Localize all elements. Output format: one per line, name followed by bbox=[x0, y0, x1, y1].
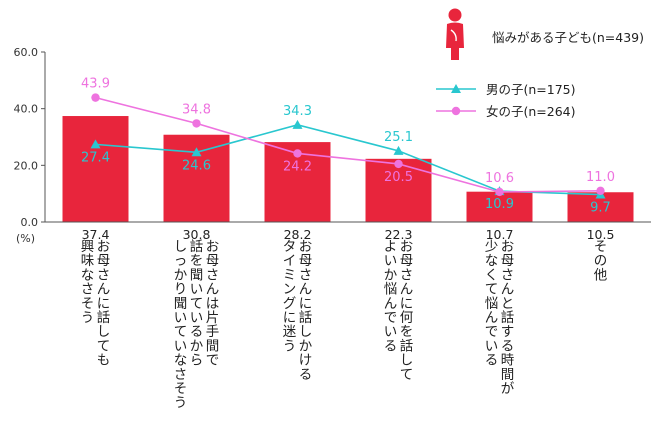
legend-label-bar: 悩みがある子ども(n=439) bbox=[492, 30, 644, 45]
girl-data-label: 24.2 bbox=[283, 159, 312, 174]
girl-marker-4 bbox=[394, 159, 403, 169]
bar-4 bbox=[365, 158, 432, 222]
child-icon bbox=[446, 8, 464, 60]
child-icon-head bbox=[448, 8, 462, 22]
girl-marker-3 bbox=[293, 149, 302, 158]
category-text: 興味なさそう bbox=[81, 239, 95, 326]
boy-data-label: 34.3 bbox=[283, 104, 312, 119]
bar-value-label: 37.4 bbox=[82, 227, 110, 242]
legend-marker-girl bbox=[451, 106, 461, 116]
boy-data-label: 27.4 bbox=[81, 150, 110, 165]
category-text: タイミングに迷う bbox=[283, 239, 297, 354]
bar-5 bbox=[466, 191, 533, 222]
category-text: しっかり聞いていなさそう bbox=[174, 239, 188, 411]
girl-data-label: 43.9 bbox=[81, 77, 110, 92]
legend-marker-boy bbox=[451, 84, 461, 93]
bar-value-label: 10.5 bbox=[587, 227, 615, 242]
child-icon-arm bbox=[450, 29, 457, 42]
bar-value-label: 30.8 bbox=[183, 227, 211, 242]
category-text: お母さんに話しても bbox=[97, 239, 111, 369]
boy-marker-2 bbox=[191, 147, 202, 157]
y-axis: 0.0 20.0 40.0 60.0 (%) bbox=[14, 46, 651, 245]
girl-marker-5 bbox=[495, 187, 504, 197]
legend-label-boy: 男の子(n=175) bbox=[486, 82, 576, 97]
girl-data-label: 11.0 bbox=[586, 170, 615, 185]
category-text: よいか悩んでいる bbox=[384, 239, 398, 354]
boy-data-label: 10.9 bbox=[485, 197, 514, 212]
y-tick-label: 60.0 bbox=[14, 46, 39, 59]
girl-marker-6 bbox=[596, 186, 605, 196]
boy-marker-3 bbox=[292, 119, 303, 129]
boy-marker-4 bbox=[393, 145, 404, 155]
bar-value-label: 22.3 bbox=[385, 227, 413, 242]
child-icon-body bbox=[446, 22, 464, 60]
category-text: 話を聞いているから bbox=[190, 238, 204, 369]
category-label-6: その他 bbox=[594, 239, 608, 283]
bar-1 bbox=[62, 116, 129, 222]
y-tick-label: 0.0 bbox=[21, 216, 39, 229]
category-text: お母さんと話する時間が bbox=[501, 239, 515, 397]
line-series bbox=[90, 93, 606, 199]
y-tick-label: 40.0 bbox=[14, 103, 39, 116]
category-text: お母さんに話しかける bbox=[299, 239, 313, 383]
y-unit-label: (%) bbox=[16, 232, 35, 245]
category-text: お母さんに何を話して bbox=[400, 239, 414, 383]
category-text: お母さんは片手間で bbox=[206, 239, 220, 369]
bar-value-label: 28.2 bbox=[284, 227, 312, 242]
bar-value-label: 10.7 bbox=[486, 227, 514, 242]
boy-data-label: 25.1 bbox=[384, 130, 413, 145]
boy-data-label: 24.6 bbox=[182, 158, 211, 173]
y-tick-label: 20.0 bbox=[14, 159, 39, 172]
girl-data-label: 34.8 bbox=[182, 102, 211, 117]
girl-marker-2 bbox=[192, 119, 201, 128]
legend: 悩みがある子ども(n=439) 男の子(n=175) 女の子(n=264) bbox=[436, 8, 644, 119]
data-labels: 43.9 34.8 24.2 20.5 10.6 11.0 27.4 24.6 34.3 25.1… bbox=[81, 77, 615, 242]
boy-data-label: 9.7 bbox=[590, 201, 611, 216]
girl-marker-1 bbox=[91, 93, 100, 102]
girl-data-label: 10.6 bbox=[485, 171, 514, 186]
legend-label-girl: 女の子(n=264) bbox=[486, 104, 576, 119]
girl-data-label: 20.5 bbox=[384, 170, 413, 185]
boy-marker-1 bbox=[90, 139, 101, 149]
category-text: その他 bbox=[594, 239, 608, 283]
girl-line bbox=[95, 96, 601, 193]
category-text: 少なくて悩んでいる bbox=[485, 239, 499, 369]
bar-series bbox=[62, 116, 634, 222]
